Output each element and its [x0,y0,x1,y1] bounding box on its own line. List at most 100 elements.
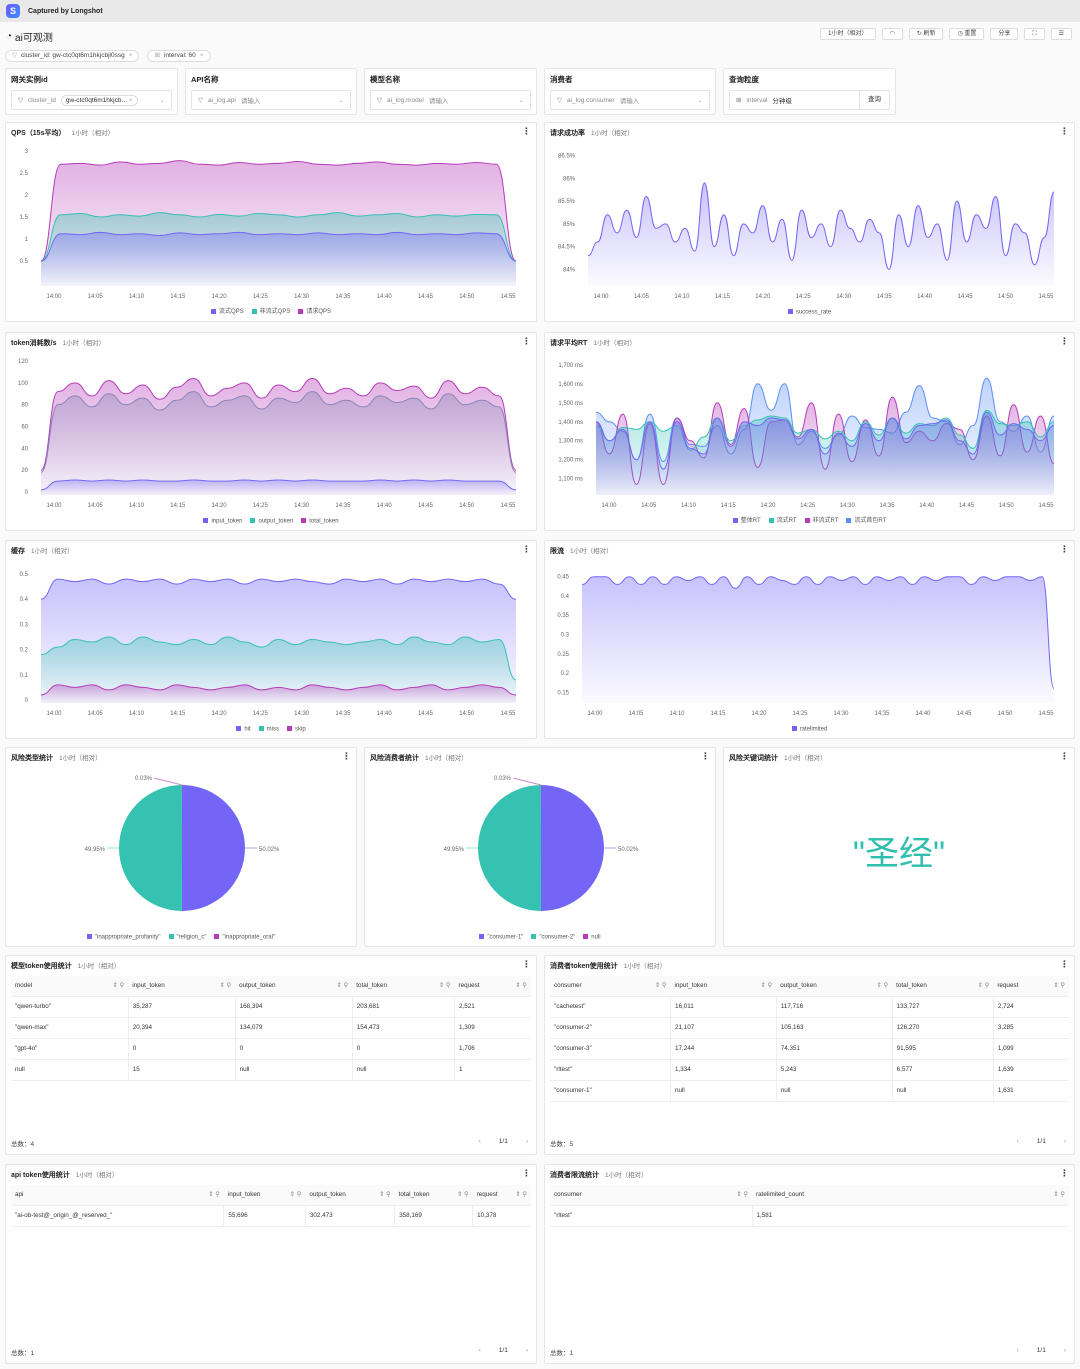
more-menu-icon[interactable]: ⋮ [522,544,531,554]
refresh-button[interactable]: ↻ 刷新 [908,28,944,40]
chip-cluster-id[interactable]: ▽ cluster_id: gw-ctc0qt6m1hkjcbjl0ssg × [5,50,140,62]
column-header-ratelimited_count[interactable]: ratelimited_count ⇕ ⚲ [752,1185,1069,1206]
legend-item[interactable]: miss [258,725,279,732]
column-header-input_token[interactable]: input_token ⇕ ⚲ [128,976,236,997]
column-header-total_token[interactable]: total_token ⇕ ⚲ [892,976,994,997]
sort-search-icon[interactable]: ⇕ ⚲ [736,1191,748,1199]
more-menu-icon[interactable]: ⋮ [1060,544,1069,554]
legend-item[interactable]: 非流式QPS [251,306,290,315]
api-select[interactable]: ▽ ai_log.api 请输入 ⌄ [191,90,351,110]
chevron-down-icon[interactable]: ⌄ [338,97,344,104]
query-button[interactable]: 查询 [859,91,889,109]
column-header-model[interactable]: model ⇕ ⚲ [11,976,129,997]
column-header-output_token[interactable]: output_token ⇕ ⚲ [235,976,353,997]
legend-item[interactable]: 流式QPS [210,306,244,315]
sort-search-icon[interactable]: ⇕ ⚲ [289,1191,302,1199]
next-page-icon[interactable]: › [1063,1347,1066,1354]
legend-item[interactable]: total_token [301,517,339,524]
sort-search-icon[interactable]: ⇕ ⚲ [438,982,451,990]
legend-item[interactable]: output_token [250,517,293,524]
legend-item[interactable]: input_token [203,517,242,524]
more-menu-icon[interactable]: ⋮ [701,751,710,761]
legend-item[interactable]: ratelimited [791,725,827,732]
prev-page-icon[interactable]: ‹ [1016,1347,1019,1354]
close-icon[interactable]: × [199,52,204,59]
legend-item[interactable]: 流式RT [768,515,797,524]
legend-item[interactable]: 请求QPS [298,306,331,315]
column-header-consumer[interactable]: consumer ⇕ ⚲ [550,1185,752,1206]
more-menu-icon[interactable]: ⋮ [342,751,351,761]
chevron-down-icon[interactable]: ⌄ [697,97,703,104]
chip-interval[interactable]: ⊠ interval: 60 × [147,50,211,62]
pie-slice[interactable] [181,785,245,911]
column-header-total_token[interactable]: total_token ⇕ ⚲ [394,1185,473,1206]
pie-slice[interactable] [540,785,604,911]
column-header-request[interactable]: request ⇕ ⚲ [993,976,1069,997]
column-header-input_token[interactable]: input_token ⇕ ⚲ [223,1185,306,1206]
gauge-icon[interactable]: ◠ [881,28,903,40]
column-header-request[interactable]: request ⇕ ⚲ [472,1185,531,1206]
sort-search-icon[interactable]: ⇕ ⚲ [208,1191,220,1199]
column-header-consumer[interactable]: consumer ⇕ ⚲ [550,976,671,997]
next-page-icon[interactable]: › [525,1138,528,1145]
sort-search-icon[interactable]: ⇕ ⚲ [219,982,232,990]
close-icon[interactable]: × [128,96,133,104]
chevron-down-icon[interactable]: ⌄ [159,97,165,104]
legend-item[interactable]: 整体RT [732,515,761,524]
next-page-icon[interactable]: › [1063,1138,1066,1145]
cluster-id-select[interactable]: ▽ cluster_id gw-ctc0qt6m1hkjcb... × ⌄ [11,90,172,110]
sort-search-icon[interactable]: ⇕ ⚲ [977,982,990,990]
legend-item[interactable]: "inappropriate_profanity" [86,933,161,940]
pie-slice[interactable] [477,785,541,911]
prev-page-icon[interactable]: ‹ [1016,1138,1019,1145]
legend-item[interactable]: "consumer-1" [479,933,523,940]
sort-search-icon[interactable]: ⇕ ⚲ [654,982,667,990]
sort-search-icon[interactable]: ⇕ ⚲ [1053,1191,1065,1199]
more-menu-icon[interactable]: ⋮ [522,1168,531,1178]
more-menu-icon[interactable]: ⋮ [1060,336,1069,346]
sort-search-icon[interactable]: ⇕ ⚲ [760,982,773,990]
reset-button[interactable]: ◷ 重置 [949,28,985,40]
more-menu-icon[interactable]: ⋮ [1060,959,1069,969]
sort-search-icon[interactable]: ⇕ ⚲ [379,1191,391,1199]
model-select[interactable]: ▽ ai_log.model 请输入 ⌄ [370,90,531,110]
chevron-down-icon[interactable]: ⌄ [518,97,524,104]
legend-item[interactable]: skip [287,725,306,732]
consumer-select[interactable]: ▽ ai_log.consumer 请输入 ⌄ [550,90,710,110]
column-header-api[interactable]: api ⇕ ⚲ [11,1185,224,1206]
legend-item[interactable]: "inappropriate_oral" [214,933,275,940]
time-range-button[interactable]: 1小时（相对） [820,28,876,40]
fullscreen-icon[interactable]: ⛶ [1024,28,1045,40]
selected-tag[interactable]: gw-ctc0qt6m1hkjcb... × [60,94,138,106]
sort-search-icon[interactable]: ⇕ ⚲ [336,982,349,990]
comment-icon[interactable]: ☰ [1050,28,1072,40]
close-icon[interactable]: × [128,52,133,59]
sort-search-icon[interactable]: ⇕ ⚲ [515,1191,527,1199]
column-header-input_token[interactable]: input_token ⇕ ⚲ [670,976,777,997]
interval-select[interactable]: ⊠ interval 分钟级 查询 [729,90,890,110]
sort-search-icon[interactable]: ⇕ ⚲ [1053,982,1065,990]
share-button[interactable]: 分享 [990,28,1019,40]
column-header-output_token[interactable]: output_token ⇕ ⚲ [776,976,893,997]
pie-slice[interactable] [118,785,182,911]
more-menu-icon[interactable]: ⋮ [1060,751,1069,761]
legend-item[interactable]: null [583,933,601,940]
column-header-request[interactable]: request ⇕ ⚲ [454,976,531,997]
legend-item[interactable]: "consumer-2" [531,933,575,940]
more-menu-icon[interactable]: ⋮ [1060,126,1069,136]
more-menu-icon[interactable]: ⋮ [522,336,531,346]
column-header-total_token[interactable]: total_token ⇕ ⚲ [352,976,455,997]
more-menu-icon[interactable]: ⋮ [522,126,531,136]
prev-page-icon[interactable]: ‹ [478,1138,481,1145]
more-menu-icon[interactable]: ⋮ [1060,1168,1069,1178]
legend-item[interactable]: "religion_c" [168,933,206,940]
more-menu-icon[interactable]: ⋮ [522,959,531,969]
sort-search-icon[interactable]: ⇕ ⚲ [112,982,125,990]
prev-page-icon[interactable]: ‹ [478,1347,481,1354]
sort-search-icon[interactable]: ⇕ ⚲ [457,1191,469,1199]
next-page-icon[interactable]: › [525,1347,528,1354]
sort-search-icon[interactable]: ⇕ ⚲ [515,982,527,990]
sort-search-icon[interactable]: ⇕ ⚲ [876,982,889,990]
legend-item[interactable]: 流式首包RT [846,515,886,524]
legend-item[interactable]: hit [236,725,251,732]
